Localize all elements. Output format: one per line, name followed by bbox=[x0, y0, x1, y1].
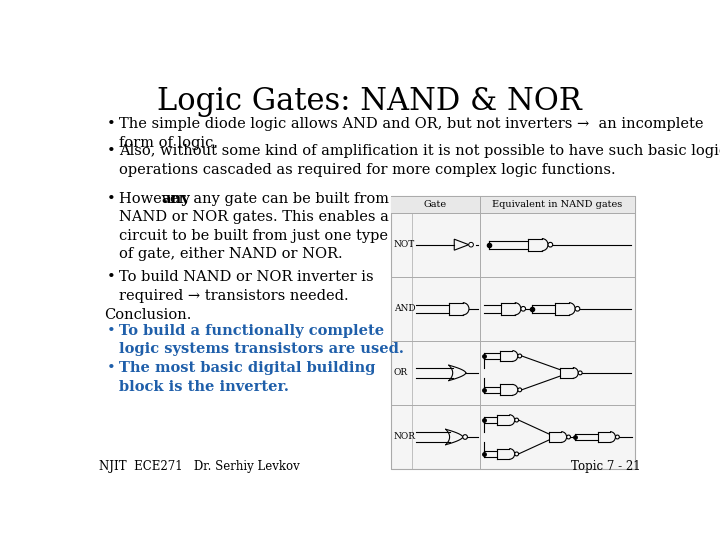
Bar bbox=[391, 195, 635, 469]
Text: NJIT  ECE271   Dr. Serhiy Levkov: NJIT ECE271 Dr. Serhiy Levkov bbox=[99, 460, 300, 473]
Circle shape bbox=[548, 242, 553, 247]
Text: •: • bbox=[107, 271, 116, 285]
Text: NOT: NOT bbox=[394, 240, 415, 249]
Text: Gate: Gate bbox=[423, 200, 447, 208]
Circle shape bbox=[578, 371, 582, 375]
Circle shape bbox=[515, 452, 518, 456]
Text: Topic 7 - 21: Topic 7 - 21 bbox=[571, 460, 640, 473]
Circle shape bbox=[616, 435, 619, 439]
Circle shape bbox=[515, 418, 518, 422]
Text: Logic Gates: NAND & NOR: Logic Gates: NAND & NOR bbox=[157, 86, 581, 117]
Text: Conclusion.: Conclusion. bbox=[104, 308, 192, 322]
Circle shape bbox=[567, 435, 570, 439]
Text: OR: OR bbox=[394, 368, 408, 377]
Text: •: • bbox=[107, 323, 116, 338]
Text: However, any gate can be built from
NAND or NOR gates. This enables a
circuit to: However, any gate can be built from NAND… bbox=[120, 192, 390, 261]
Circle shape bbox=[469, 242, 473, 247]
Circle shape bbox=[518, 388, 522, 392]
Circle shape bbox=[463, 435, 467, 440]
Circle shape bbox=[575, 307, 580, 311]
Text: Equivalent in NAND gates: Equivalent in NAND gates bbox=[492, 200, 623, 208]
Text: The simple diode logic allows AND and OR, but not inverters →  an incomplete
for: The simple diode logic allows AND and OR… bbox=[120, 117, 704, 150]
Text: Also, without some kind of amplification it is not possible to have such basic l: Also, without some kind of amplification… bbox=[120, 144, 720, 177]
Text: •: • bbox=[107, 192, 116, 206]
Text: To build a functionally complete
logic systems transistors are used.: To build a functionally complete logic s… bbox=[120, 323, 405, 356]
Text: •: • bbox=[107, 361, 116, 375]
Circle shape bbox=[518, 354, 522, 358]
Text: NOR: NOR bbox=[394, 433, 416, 442]
Text: AND: AND bbox=[394, 305, 415, 313]
Bar bbox=[391, 195, 635, 213]
Text: •: • bbox=[107, 144, 116, 158]
Text: any: any bbox=[161, 192, 190, 206]
Text: The most basic digital building
block is the inverter.: The most basic digital building block is… bbox=[120, 361, 376, 394]
Text: •: • bbox=[107, 117, 116, 131]
Text: To build NAND or NOR inverter is
required → transistors needed.: To build NAND or NOR inverter is require… bbox=[120, 271, 374, 303]
Circle shape bbox=[521, 307, 526, 311]
